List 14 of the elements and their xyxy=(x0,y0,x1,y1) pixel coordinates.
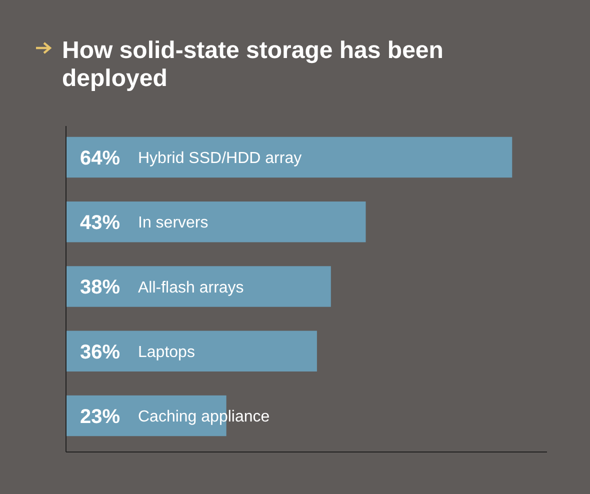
data-label: 43% xyxy=(80,212,120,234)
y-tick-label: In servers xyxy=(138,214,208,232)
data-label: 64% xyxy=(80,147,120,170)
y-tick-label: Hybrid SSD/HDD array xyxy=(138,150,302,167)
bar xyxy=(66,266,331,307)
chart-title: How solid-state storage has been deployed xyxy=(62,37,444,92)
data-label: 38% xyxy=(80,276,120,299)
bar xyxy=(66,330,317,372)
y-tick-label: Laptops xyxy=(138,344,195,361)
data-label: 23% xyxy=(80,406,120,428)
bar xyxy=(66,136,512,178)
y-tick-label: All-flash arrays xyxy=(138,279,244,296)
bar xyxy=(66,202,366,242)
data-label: 36% xyxy=(80,341,120,364)
